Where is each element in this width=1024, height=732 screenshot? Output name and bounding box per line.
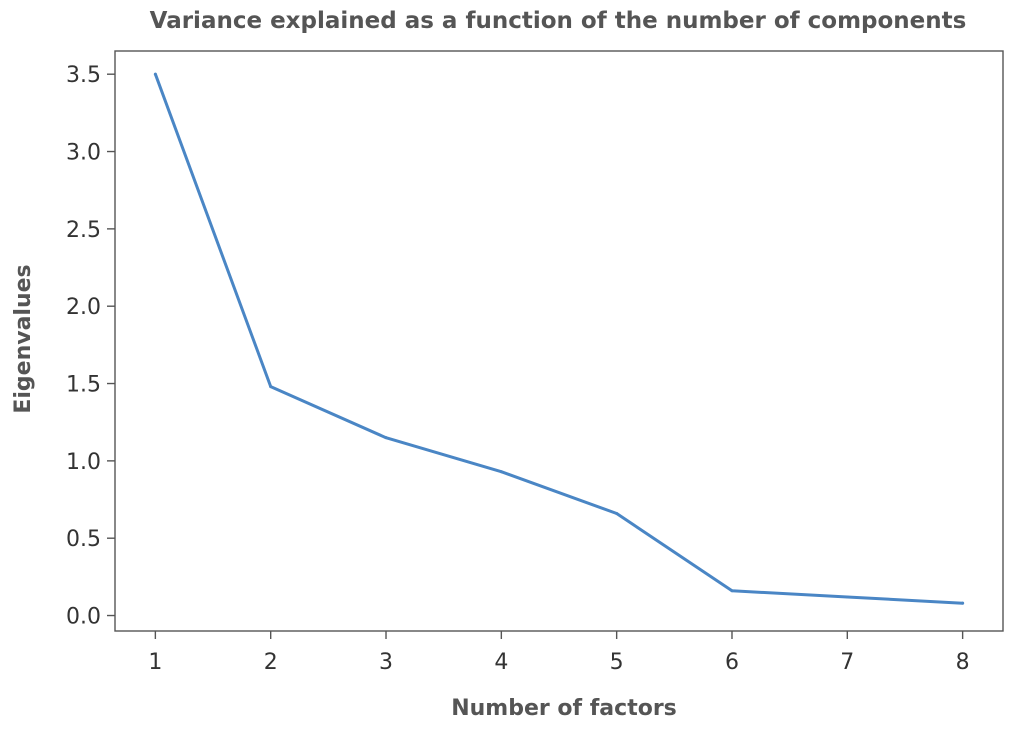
x-tick-label-8: 8 — [956, 650, 970, 675]
y-tick-label-1: 0.0 — [66, 605, 101, 630]
plot-area: 1 2 3 4 5 6 7 8 0.0 0.5 1.0 1.5 2.0 2.5 3.0 3.5 — [66, 50, 1004, 675]
series-line-1 — [153, 72, 965, 605]
data-point-3 — [384, 436, 388, 440]
data-point-2 — [269, 385, 273, 389]
plot-frame — [114, 50, 1004, 632]
x-tick-label-1: 1 — [148, 650, 162, 675]
y-tick-label-7: 3.0 — [66, 141, 101, 166]
x-tick-label-2: 2 — [264, 650, 278, 675]
y-tick-label-3: 1.0 — [66, 450, 101, 475]
data-point-4 — [499, 470, 503, 474]
x-tick-label-3: 3 — [379, 650, 393, 675]
x-tick-label-7: 7 — [840, 650, 854, 675]
series-group — [153, 72, 965, 605]
x-axis-label: Number of factors — [451, 696, 677, 721]
y-tick-label-5: 2.0 — [66, 295, 101, 320]
y-tick-label-4: 1.5 — [66, 373, 101, 398]
y-tick-label-8: 3.5 — [66, 63, 101, 88]
y-axis-label: Eigenvalues — [11, 264, 36, 413]
data-point-1 — [153, 72, 157, 76]
x-axis: 1 2 3 4 5 6 7 8 — [148, 631, 970, 675]
y-axis: 0.0 0.5 1.0 1.5 2.0 2.5 3.0 3.5 — [66, 63, 115, 630]
data-point-6 — [730, 589, 734, 593]
data-point-7 — [845, 595, 849, 599]
data-point-8 — [961, 601, 965, 605]
x-tick-label-6: 6 — [725, 650, 739, 675]
x-tick-label-4: 4 — [494, 650, 508, 675]
y-tick-label-2: 0.5 — [66, 527, 101, 552]
x-tick-label-5: 5 — [610, 650, 624, 675]
y-tick-label-6: 2.5 — [66, 218, 101, 243]
chart-title: Variance explained as a function of the … — [150, 8, 967, 34]
data-point-5 — [615, 511, 619, 515]
